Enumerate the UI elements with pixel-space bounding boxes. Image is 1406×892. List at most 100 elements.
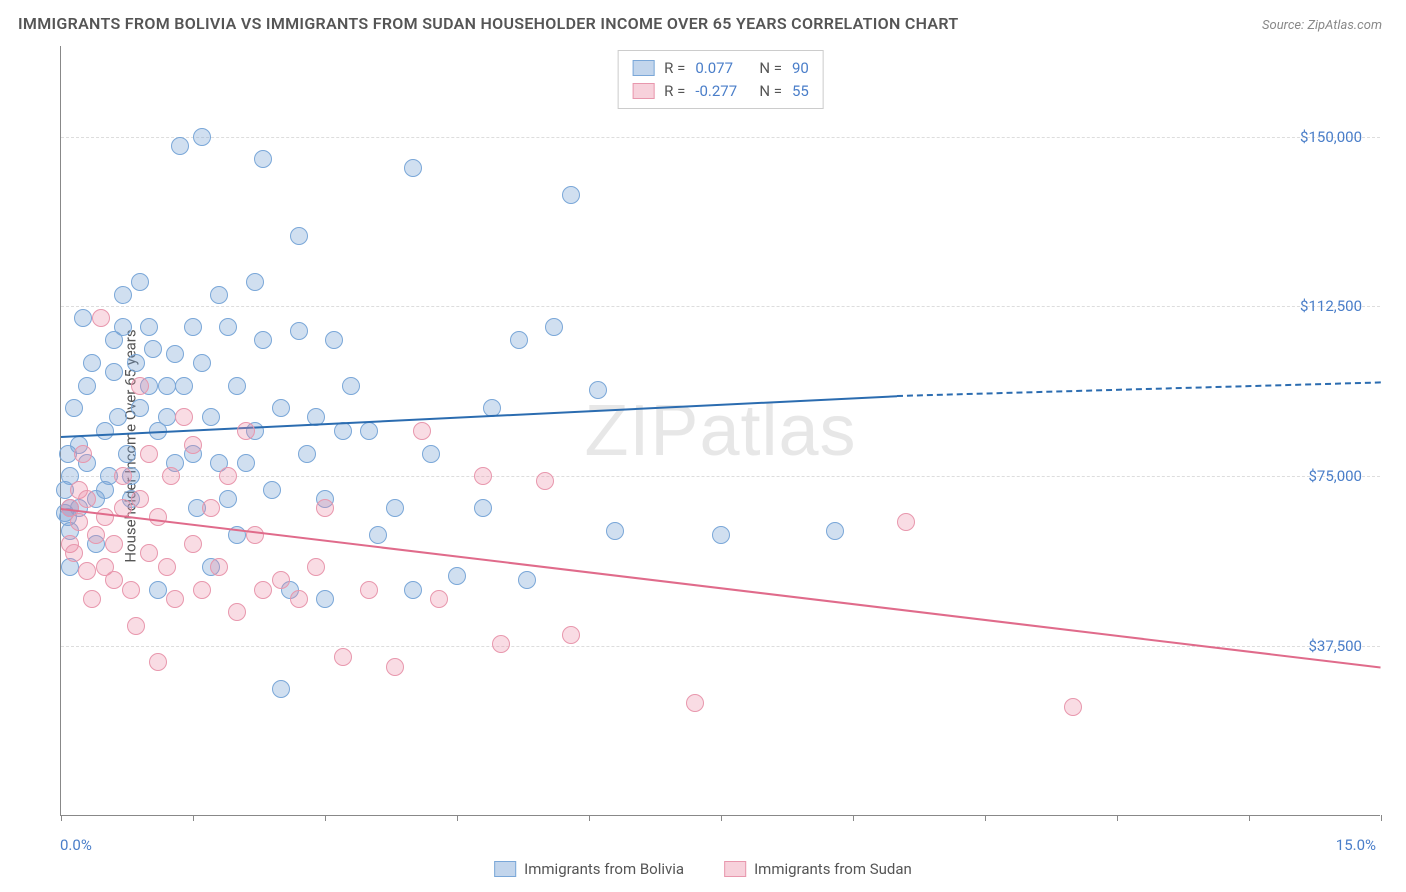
- scatter-point: [166, 345, 184, 363]
- scatter-point: [70, 513, 88, 531]
- scatter-point: [92, 309, 110, 327]
- scatter-point: [114, 286, 132, 304]
- scatter-point: [237, 422, 255, 440]
- scatter-point: [105, 571, 123, 589]
- legend-r-value: 0.077: [695, 57, 749, 80]
- scatter-point: [290, 227, 308, 245]
- scatter-point: [325, 331, 343, 349]
- scatter-point: [210, 558, 228, 576]
- bottom-legend-item: Immigrants from Bolivia: [494, 860, 684, 878]
- scatter-point: [140, 445, 158, 463]
- scatter-point: [140, 318, 158, 336]
- scatter-point: [184, 535, 202, 553]
- bottom-legend-item: Immigrants from Sudan: [724, 860, 912, 878]
- scatter-point: [96, 422, 114, 440]
- legend-r-label: R =: [664, 80, 685, 103]
- scatter-point: [193, 581, 211, 599]
- scatter-point: [149, 653, 167, 671]
- scatter-point: [166, 590, 184, 608]
- legend-r-label: R =: [664, 57, 685, 80]
- scatter-point: [492, 635, 510, 653]
- legend-swatch: [724, 861, 746, 877]
- scatter-point: [290, 322, 308, 340]
- scatter-point: [474, 499, 492, 517]
- scatter-point: [430, 590, 448, 608]
- x-tick: [985, 815, 986, 821]
- scatter-point: [140, 544, 158, 562]
- scatter-point: [510, 331, 528, 349]
- scatter-point: [589, 381, 607, 399]
- x-tick: [1249, 815, 1250, 821]
- scatter-point: [96, 508, 114, 526]
- scatter-point: [272, 571, 290, 589]
- scatter-point: [545, 318, 563, 336]
- watermark: ZIPatlas: [584, 390, 856, 472]
- scatter-point: [272, 399, 290, 417]
- scatter-point: [122, 581, 140, 599]
- scatter-point: [87, 526, 105, 544]
- scatter-point: [131, 490, 149, 508]
- gridline: [61, 476, 1380, 477]
- scatter-point: [105, 363, 123, 381]
- y-tick-label: $37,500: [1308, 637, 1362, 655]
- scatter-point: [342, 377, 360, 395]
- scatter-point: [562, 186, 580, 204]
- scatter-point: [184, 318, 202, 336]
- scatter-point: [105, 535, 123, 553]
- scatter-point: [109, 408, 127, 426]
- regression-line-dashed: [897, 381, 1381, 397]
- x-tick: [193, 815, 194, 821]
- legend-swatch: [632, 83, 654, 99]
- scatter-point: [162, 467, 180, 485]
- scatter-point: [193, 128, 211, 146]
- scatter-point: [118, 445, 136, 463]
- legend-swatch: [632, 60, 654, 76]
- scatter-point: [131, 273, 149, 291]
- x-tick: [721, 815, 722, 821]
- source-label: Source:: [1262, 18, 1307, 33]
- scatter-point: [131, 377, 149, 395]
- source-attribution: Source: ZipAtlas.com: [1262, 18, 1382, 33]
- scatter-point: [263, 481, 281, 499]
- scatter-point: [562, 626, 580, 644]
- scatter-point: [171, 137, 189, 155]
- scatter-point: [386, 499, 404, 517]
- scatter-point: [144, 340, 162, 358]
- scatter-point: [65, 399, 83, 417]
- scatter-point: [254, 150, 272, 168]
- scatter-point: [826, 522, 844, 540]
- scatter-point: [404, 581, 422, 599]
- scatter-point: [254, 581, 272, 599]
- scatter-point: [184, 436, 202, 454]
- scatter-point: [386, 658, 404, 676]
- scatter-point: [210, 286, 228, 304]
- plot-area: ZIPatlas R = 0.077N = 90R = -0.277N = 55…: [60, 46, 1380, 816]
- scatter-point: [474, 467, 492, 485]
- scatter-point: [272, 680, 290, 698]
- scatter-point: [237, 454, 255, 472]
- scatter-point: [114, 318, 132, 336]
- scatter-point: [149, 581, 167, 599]
- correlation-legend: R = 0.077N = 90R = -0.277N = 55: [617, 50, 824, 109]
- scatter-point: [897, 513, 915, 531]
- scatter-point: [83, 590, 101, 608]
- scatter-point: [686, 694, 704, 712]
- scatter-point: [369, 526, 387, 544]
- scatter-point: [712, 526, 730, 544]
- gridline: [61, 646, 1380, 647]
- scatter-point: [158, 377, 176, 395]
- x-min-label: 0.0%: [60, 836, 92, 854]
- scatter-point: [219, 490, 237, 508]
- scatter-point: [307, 558, 325, 576]
- scatter-point: [78, 490, 96, 508]
- scatter-point: [404, 159, 422, 177]
- scatter-point: [193, 354, 211, 372]
- scatter-point: [422, 445, 440, 463]
- scatter-point: [606, 522, 624, 540]
- scatter-point: [360, 581, 378, 599]
- y-tick-label: $75,000: [1308, 467, 1362, 485]
- y-tick-label: $112,500: [1300, 297, 1362, 315]
- bottom-legend-label: Immigrants from Bolivia: [524, 860, 684, 878]
- legend-swatch: [494, 861, 516, 877]
- scatter-point: [83, 354, 101, 372]
